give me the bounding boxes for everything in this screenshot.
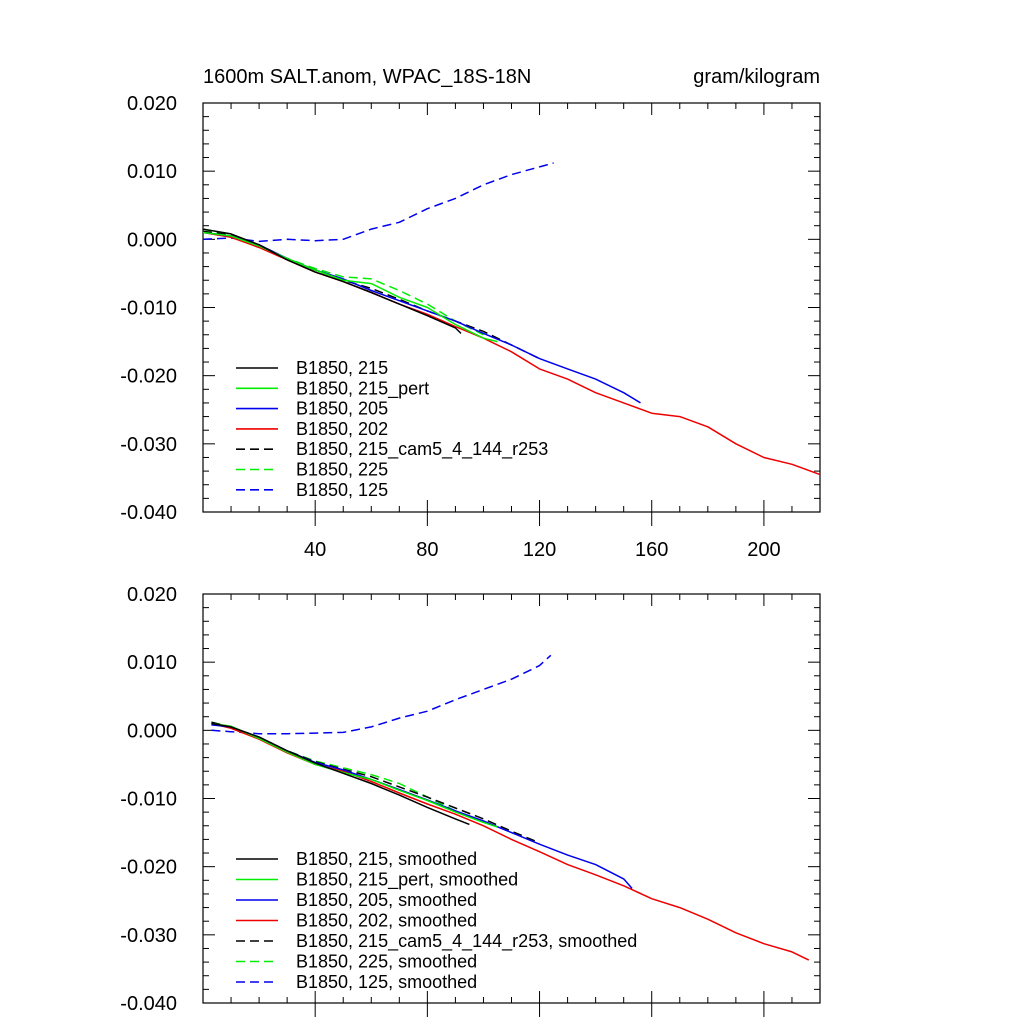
- bottom-panel: 0.020 0.010 0.000 -0.010 -0.020 -0.030 -0.040 B…: [120, 584, 821, 1017]
- legend-label: B1850, 215, smoothed: [296, 849, 477, 869]
- chart-title: 1600m SALT.anom, WPAC_18S-18N: [203, 66, 531, 88]
- y-tick-label: 0.020: [127, 93, 177, 115]
- y-tick-label: -0.030: [120, 434, 177, 456]
- x-tick-label: 200: [747, 539, 780, 561]
- legend-label: B1850, 215_cam5_4_144_r253: [296, 439, 548, 460]
- series-line: [211, 721, 470, 818]
- legend-label: B1850, 125, smoothed: [296, 972, 477, 992]
- y-tick-label: -0.010: [120, 298, 177, 320]
- y-tick-label: -0.040: [120, 993, 177, 1015]
- legend-label: B1850, 225, smoothed: [296, 952, 477, 972]
- series-line: [211, 722, 498, 828]
- legend-label: B1850, 202: [296, 419, 388, 439]
- legend-label: B1850, 215_cam5_4_144_r253, smoothed: [296, 931, 637, 952]
- series-line: [203, 228, 462, 334]
- top-panel: 0.020 0.010 0.000 -0.010 -0.020 -0.030 -0.040 4…: [120, 93, 821, 561]
- y-tick-label: 0.000: [127, 720, 177, 742]
- legend-label: B1850, 205: [296, 399, 388, 419]
- y-tick-label: -0.020: [120, 857, 177, 879]
- y-tick-label: -0.040: [120, 502, 177, 524]
- series-line: [203, 231, 498, 343]
- units-label: gram/kilogram: [693, 66, 820, 88]
- legend-label: B1850, 205, smoothed: [296, 890, 477, 910]
- series-line: [211, 722, 470, 826]
- legend-label: B1850, 215: [296, 358, 388, 378]
- legend-label: B1850, 202, smoothed: [296, 911, 477, 931]
- legend-label: B1850, 125: [296, 480, 388, 500]
- y-tick-label: 0.010: [127, 161, 177, 183]
- series-group: [211, 654, 810, 961]
- x-tick-label: 160: [635, 539, 668, 561]
- series-group: [203, 162, 820, 476]
- series-line: [203, 162, 554, 243]
- x-tick-label: 40: [304, 539, 326, 561]
- series-line: [211, 654, 552, 735]
- y-tick-label: -0.020: [120, 366, 177, 388]
- y-tick-label: 0.020: [127, 584, 177, 606]
- y-tick-label: 0.000: [127, 229, 177, 251]
- legend-label: B1850, 225: [296, 460, 388, 480]
- x-tick-label: 120: [523, 539, 556, 561]
- y-tick-label: 0.010: [127, 652, 177, 674]
- x-tick-label: 80: [416, 539, 438, 561]
- legend-label: B1850, 215_pert: [296, 378, 429, 399]
- y-tick-label: -0.010: [120, 789, 177, 811]
- y-tick-label: -0.030: [120, 925, 177, 947]
- legend-label: B1850, 215_pert, smoothed: [296, 870, 518, 891]
